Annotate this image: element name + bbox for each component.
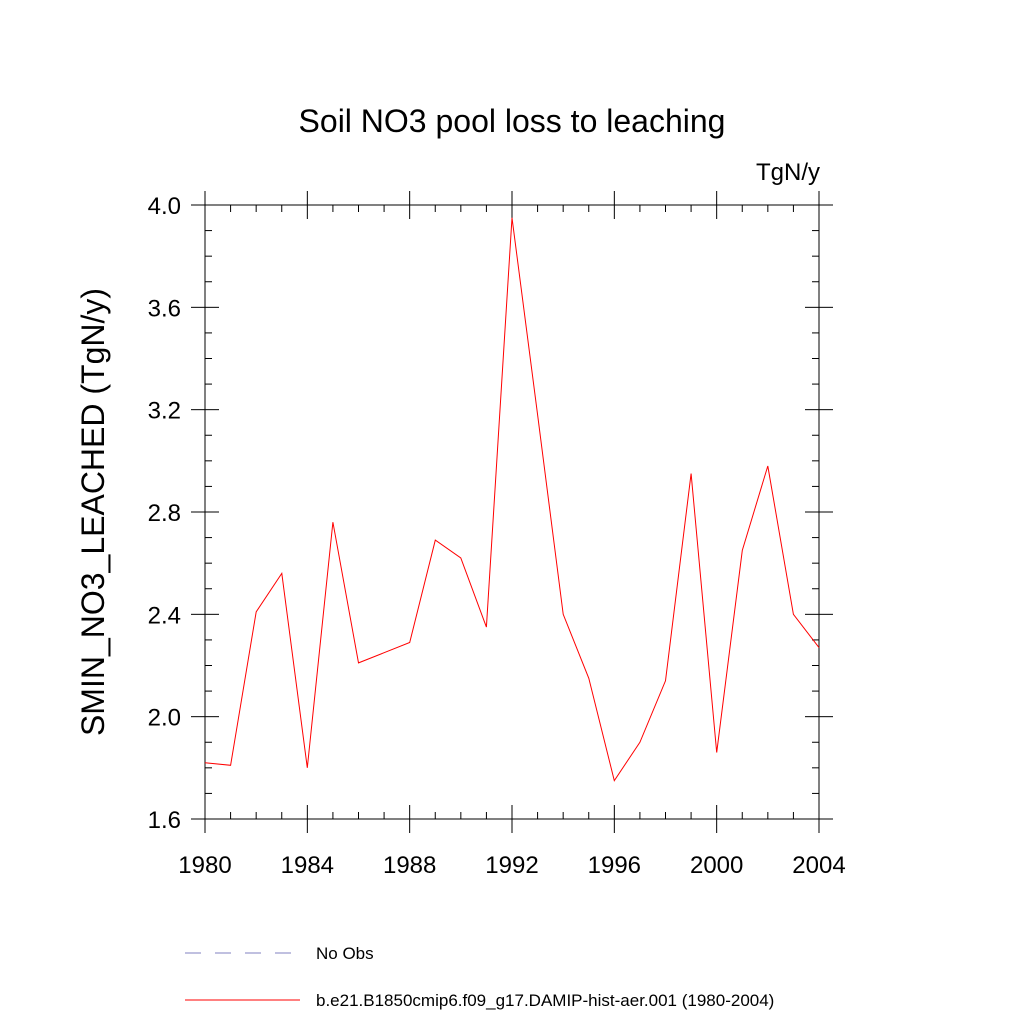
units-label: TgN/y bbox=[756, 159, 820, 186]
plot-frame bbox=[204, 204, 820, 820]
y-tick-label: 1.6 bbox=[148, 807, 181, 834]
x-tick-label: 1996 bbox=[588, 852, 641, 879]
x-tick-label: 2004 bbox=[792, 852, 845, 879]
series-group bbox=[204, 217, 820, 782]
y-axis-label: SMIN_NO3_LEACHED (TgN/y) bbox=[75, 288, 111, 736]
y-tick-labels: 1.6 2.0 2.4 2.8 3.2 3.6 4.0 bbox=[148, 193, 181, 834]
y-tick-label: 4.0 bbox=[148, 193, 181, 220]
y-tick-label: 3.2 bbox=[148, 398, 181, 425]
x-tick-label: 2000 bbox=[690, 852, 743, 879]
x-tick-label: 1992 bbox=[485, 852, 538, 879]
legend-label-model-run: b.e21.B1850cmip6.f09_g17.DAMIP-hist-aer.… bbox=[316, 991, 774, 1010]
axis-ticks bbox=[191, 191, 833, 833]
x-tick-label: 1980 bbox=[178, 852, 231, 879]
y-tick-label: 3.6 bbox=[148, 295, 181, 322]
x-tick-labels: 1980 1984 1988 1992 1996 2000 2004 bbox=[178, 852, 845, 879]
y-tick-label: 2.4 bbox=[148, 602, 181, 629]
x-tick-label: 1984 bbox=[281, 852, 334, 879]
x-tick-label: 1988 bbox=[383, 852, 436, 879]
y-tick-label: 2.8 bbox=[148, 500, 181, 527]
y-tick-label: 2.0 bbox=[148, 705, 181, 732]
chart-title: Soil NO3 pool loss to leaching bbox=[299, 103, 726, 139]
legend-label-no-obs: No Obs bbox=[316, 944, 374, 963]
series-line bbox=[204, 217, 820, 782]
